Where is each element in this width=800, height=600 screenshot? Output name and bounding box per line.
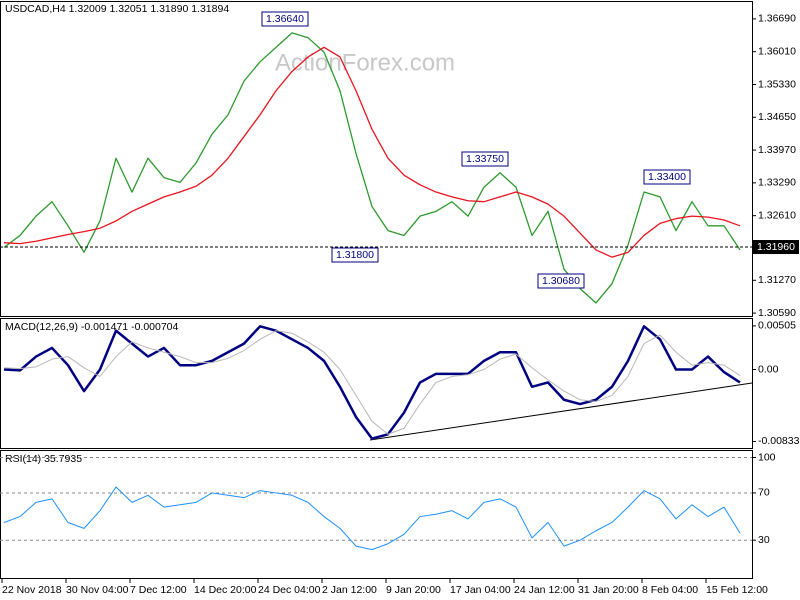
macd-title: MACD(12,26,9) -0.001471 -0.000704 [5, 321, 179, 333]
watermark: ActionForex.com [275, 49, 455, 76]
x-tick-label: 24 Jan 12:00 [514, 584, 575, 596]
annotation: 1.33400 [648, 171, 686, 183]
price-panel [0, 1, 753, 317]
x-tick-label: 15 Feb 12:00 [706, 584, 768, 596]
y-tick-label: 1.30590 [758, 307, 796, 319]
y-tick-label: 30 [758, 534, 770, 546]
x-tick-label: 8 Feb 04:00 [642, 584, 698, 596]
x-tick-label: 2 Jan 12:00 [322, 584, 377, 596]
y-tick-label: 1.31270 [758, 274, 796, 286]
x-tick-label: 14 Dec 20:00 [194, 584, 257, 596]
x-tick-label: 31 Jan 20:00 [578, 584, 639, 596]
y-tick-label: 1.36690 [758, 13, 796, 25]
y-tick-label: 1.35330 [758, 78, 796, 90]
annotation-box [537, 273, 585, 289]
annotation-box [261, 11, 309, 27]
annotation: 1.30680 [542, 275, 580, 287]
current-price-box [753, 240, 799, 255]
annotation-box [461, 151, 509, 167]
y-tick-label: 1.32610 [758, 209, 796, 221]
y-tick-label: 0.00 [758, 363, 779, 375]
y-tick-label: 1.36010 [758, 45, 796, 57]
price-title: USDCAD,H4 1.32009 1.32051 1.31890 1.3189… [5, 3, 229, 15]
y-tick-label: -0.008332 [758, 435, 800, 447]
y-tick-label: 0.00505 [758, 320, 796, 332]
current-price-label: 1.31960 [757, 241, 795, 253]
annotation: 1.36640 [266, 13, 304, 25]
y-tick-label: 1.34650 [758, 111, 796, 123]
x-tick-label: 22 Nov 2018 [2, 584, 62, 596]
macd-panel [0, 318, 753, 449]
x-tick-label: 24 Dec 04:00 [258, 584, 321, 596]
rsi-title: RSI(14) 35.7935 [5, 453, 82, 465]
series-line [3, 46, 741, 258]
series-line [3, 330, 741, 435]
annotation: 1.33750 [466, 153, 504, 165]
rsi-panel [0, 450, 753, 579]
series-line [3, 486, 741, 551]
x-tick-label: 7 Dec 12:00 [130, 584, 187, 596]
annotation: 1.31800 [336, 249, 374, 261]
series-line [3, 325, 741, 440]
y-tick-label: 70 [758, 487, 770, 499]
annotation-box [643, 169, 691, 185]
x-tick-label: 30 Nov 04:00 [66, 584, 129, 596]
trend-line [369, 382, 753, 441]
series-line [3, 32, 741, 304]
y-tick-label: 1.33290 [758, 177, 796, 189]
annotation-box [331, 247, 379, 263]
y-tick-label: 100 [758, 451, 776, 463]
y-tick-label: 1.33970 [758, 144, 796, 156]
x-tick-label: 9 Jan 20:00 [386, 584, 441, 596]
x-tick-label: 17 Jan 04:00 [450, 584, 511, 596]
